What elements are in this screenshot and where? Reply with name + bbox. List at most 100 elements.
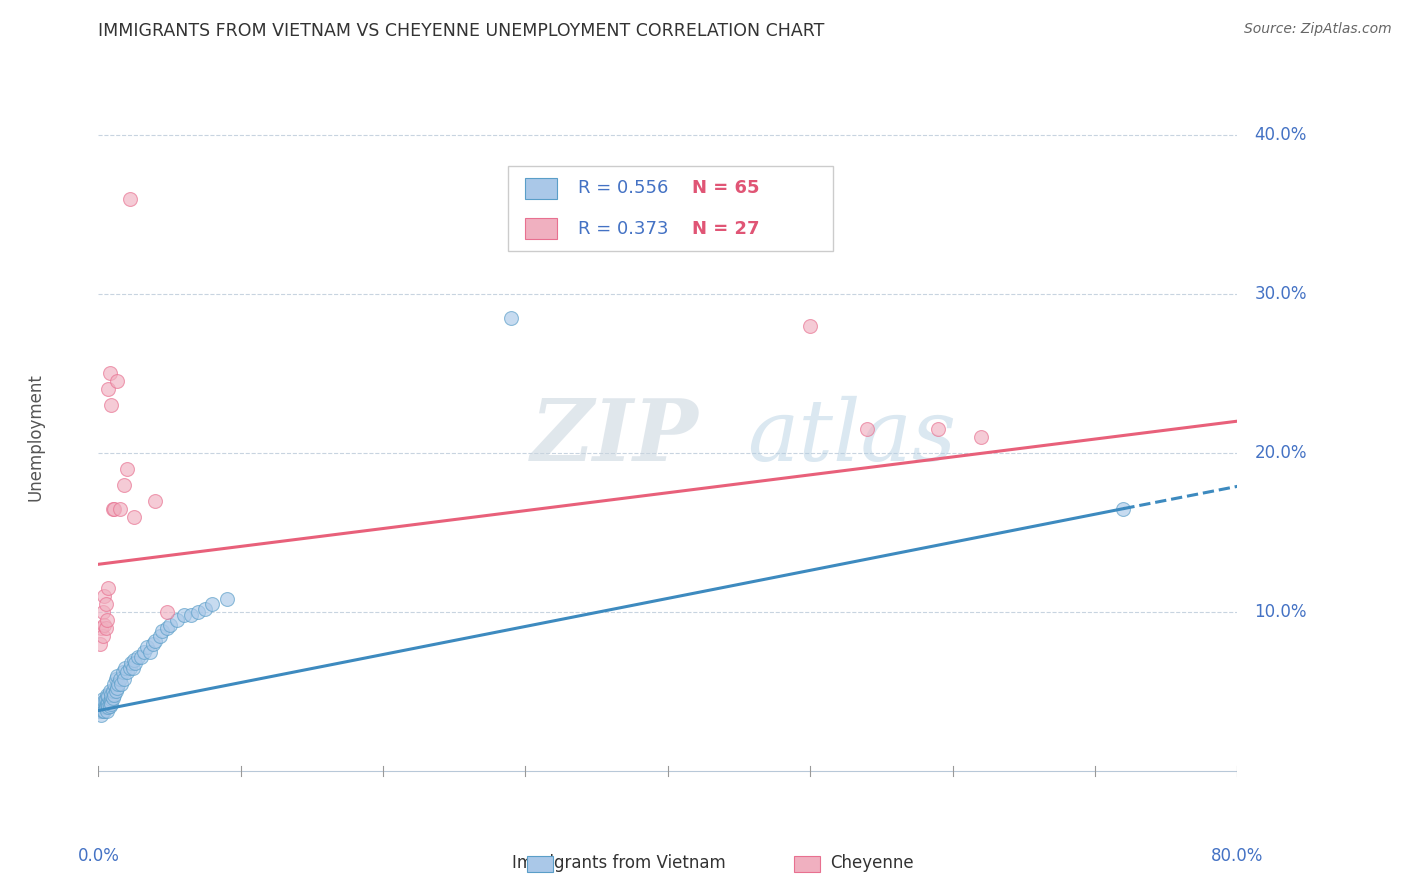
Point [108,501,131,516]
Point [107,676,129,690]
Point [112,477,135,491]
Point [93,694,115,708]
Point [97,696,120,710]
Point [90,708,112,723]
Point [93,617,115,632]
Point [122,653,145,667]
Point [98,684,121,698]
Point [90,621,112,635]
Point [138,645,160,659]
Point [194,602,217,616]
Point [105,681,128,696]
Point [91,605,114,619]
Point [149,629,172,643]
Text: 30.0%: 30.0% [1254,285,1306,303]
Point [100,697,122,711]
Point [91,692,114,706]
Point [98,367,121,381]
Point [108,672,131,686]
Point [118,192,141,206]
Point [94,692,117,706]
Text: ZIP: ZIP [531,395,699,479]
Point [145,493,167,508]
Bar [526,178,557,199]
Point [129,649,152,664]
Point [127,649,149,664]
Point [122,509,145,524]
Point [89,637,111,651]
Text: IMMIGRANTS FROM VIETNAM VS CHEYENNE UNEMPLOYMENT CORRELATION CHART: IMMIGRANTS FROM VIETNAM VS CHEYENNE UNEM… [98,22,825,40]
Point [90,700,112,714]
Text: Immigrants from Vietnam: Immigrants from Vietnam [512,855,725,872]
Point [101,684,124,698]
Point [103,501,125,516]
Text: 20.0%: 20.0% [1254,444,1306,462]
Text: Unemployment: Unemployment [27,373,45,501]
Text: R = 0.373: R = 0.373 [578,219,668,237]
Point [100,398,122,412]
Point [152,624,174,638]
Point [89,704,111,718]
Point [111,665,134,680]
Point [121,660,143,674]
Point [94,697,117,711]
Point [94,597,117,611]
Point [96,697,118,711]
Bar [526,219,557,239]
Text: N = 65: N = 65 [692,179,759,197]
Point [94,700,117,714]
Point [97,581,120,595]
Point [201,597,224,611]
Point [93,700,115,714]
Text: 80.0%: 80.0% [1211,847,1264,865]
Point [112,672,135,686]
Point [115,462,138,476]
Point [124,656,146,670]
Point [110,676,132,690]
Text: 10.0%: 10.0% [1254,603,1306,621]
Point [856,422,879,436]
Point [91,704,114,718]
Point [156,605,179,619]
Point [141,637,163,651]
Point [105,375,128,389]
Point [100,692,122,706]
Point [970,430,993,444]
Point [501,310,523,325]
Point [94,621,117,635]
Point [104,684,127,698]
FancyBboxPatch shape [509,167,832,251]
Point [93,697,115,711]
Text: atlas: atlas [748,396,956,478]
Point [97,383,120,397]
Point [135,640,157,654]
Point [120,656,142,670]
Point [799,318,821,333]
Point [173,608,195,623]
Point [93,704,115,718]
Point [145,633,167,648]
Text: 0.0%: 0.0% [77,847,120,865]
Text: N = 27: N = 27 [692,219,759,237]
Point [159,617,181,632]
Point [105,668,128,682]
Point [118,660,141,674]
Point [215,592,238,607]
Point [91,629,114,643]
Point [96,688,118,702]
Point [103,688,125,702]
Point [100,688,122,702]
Point [927,422,949,436]
Point [91,697,114,711]
Point [96,704,118,718]
Text: R = 0.556: R = 0.556 [578,179,668,197]
Text: Source: ZipAtlas.com: Source: ZipAtlas.com [1244,22,1392,37]
Point [97,690,120,704]
Point [156,621,179,635]
Point [93,589,115,603]
Point [114,660,136,674]
Point [103,676,125,690]
Point [115,665,138,680]
Point [180,608,202,623]
Point [101,501,124,516]
